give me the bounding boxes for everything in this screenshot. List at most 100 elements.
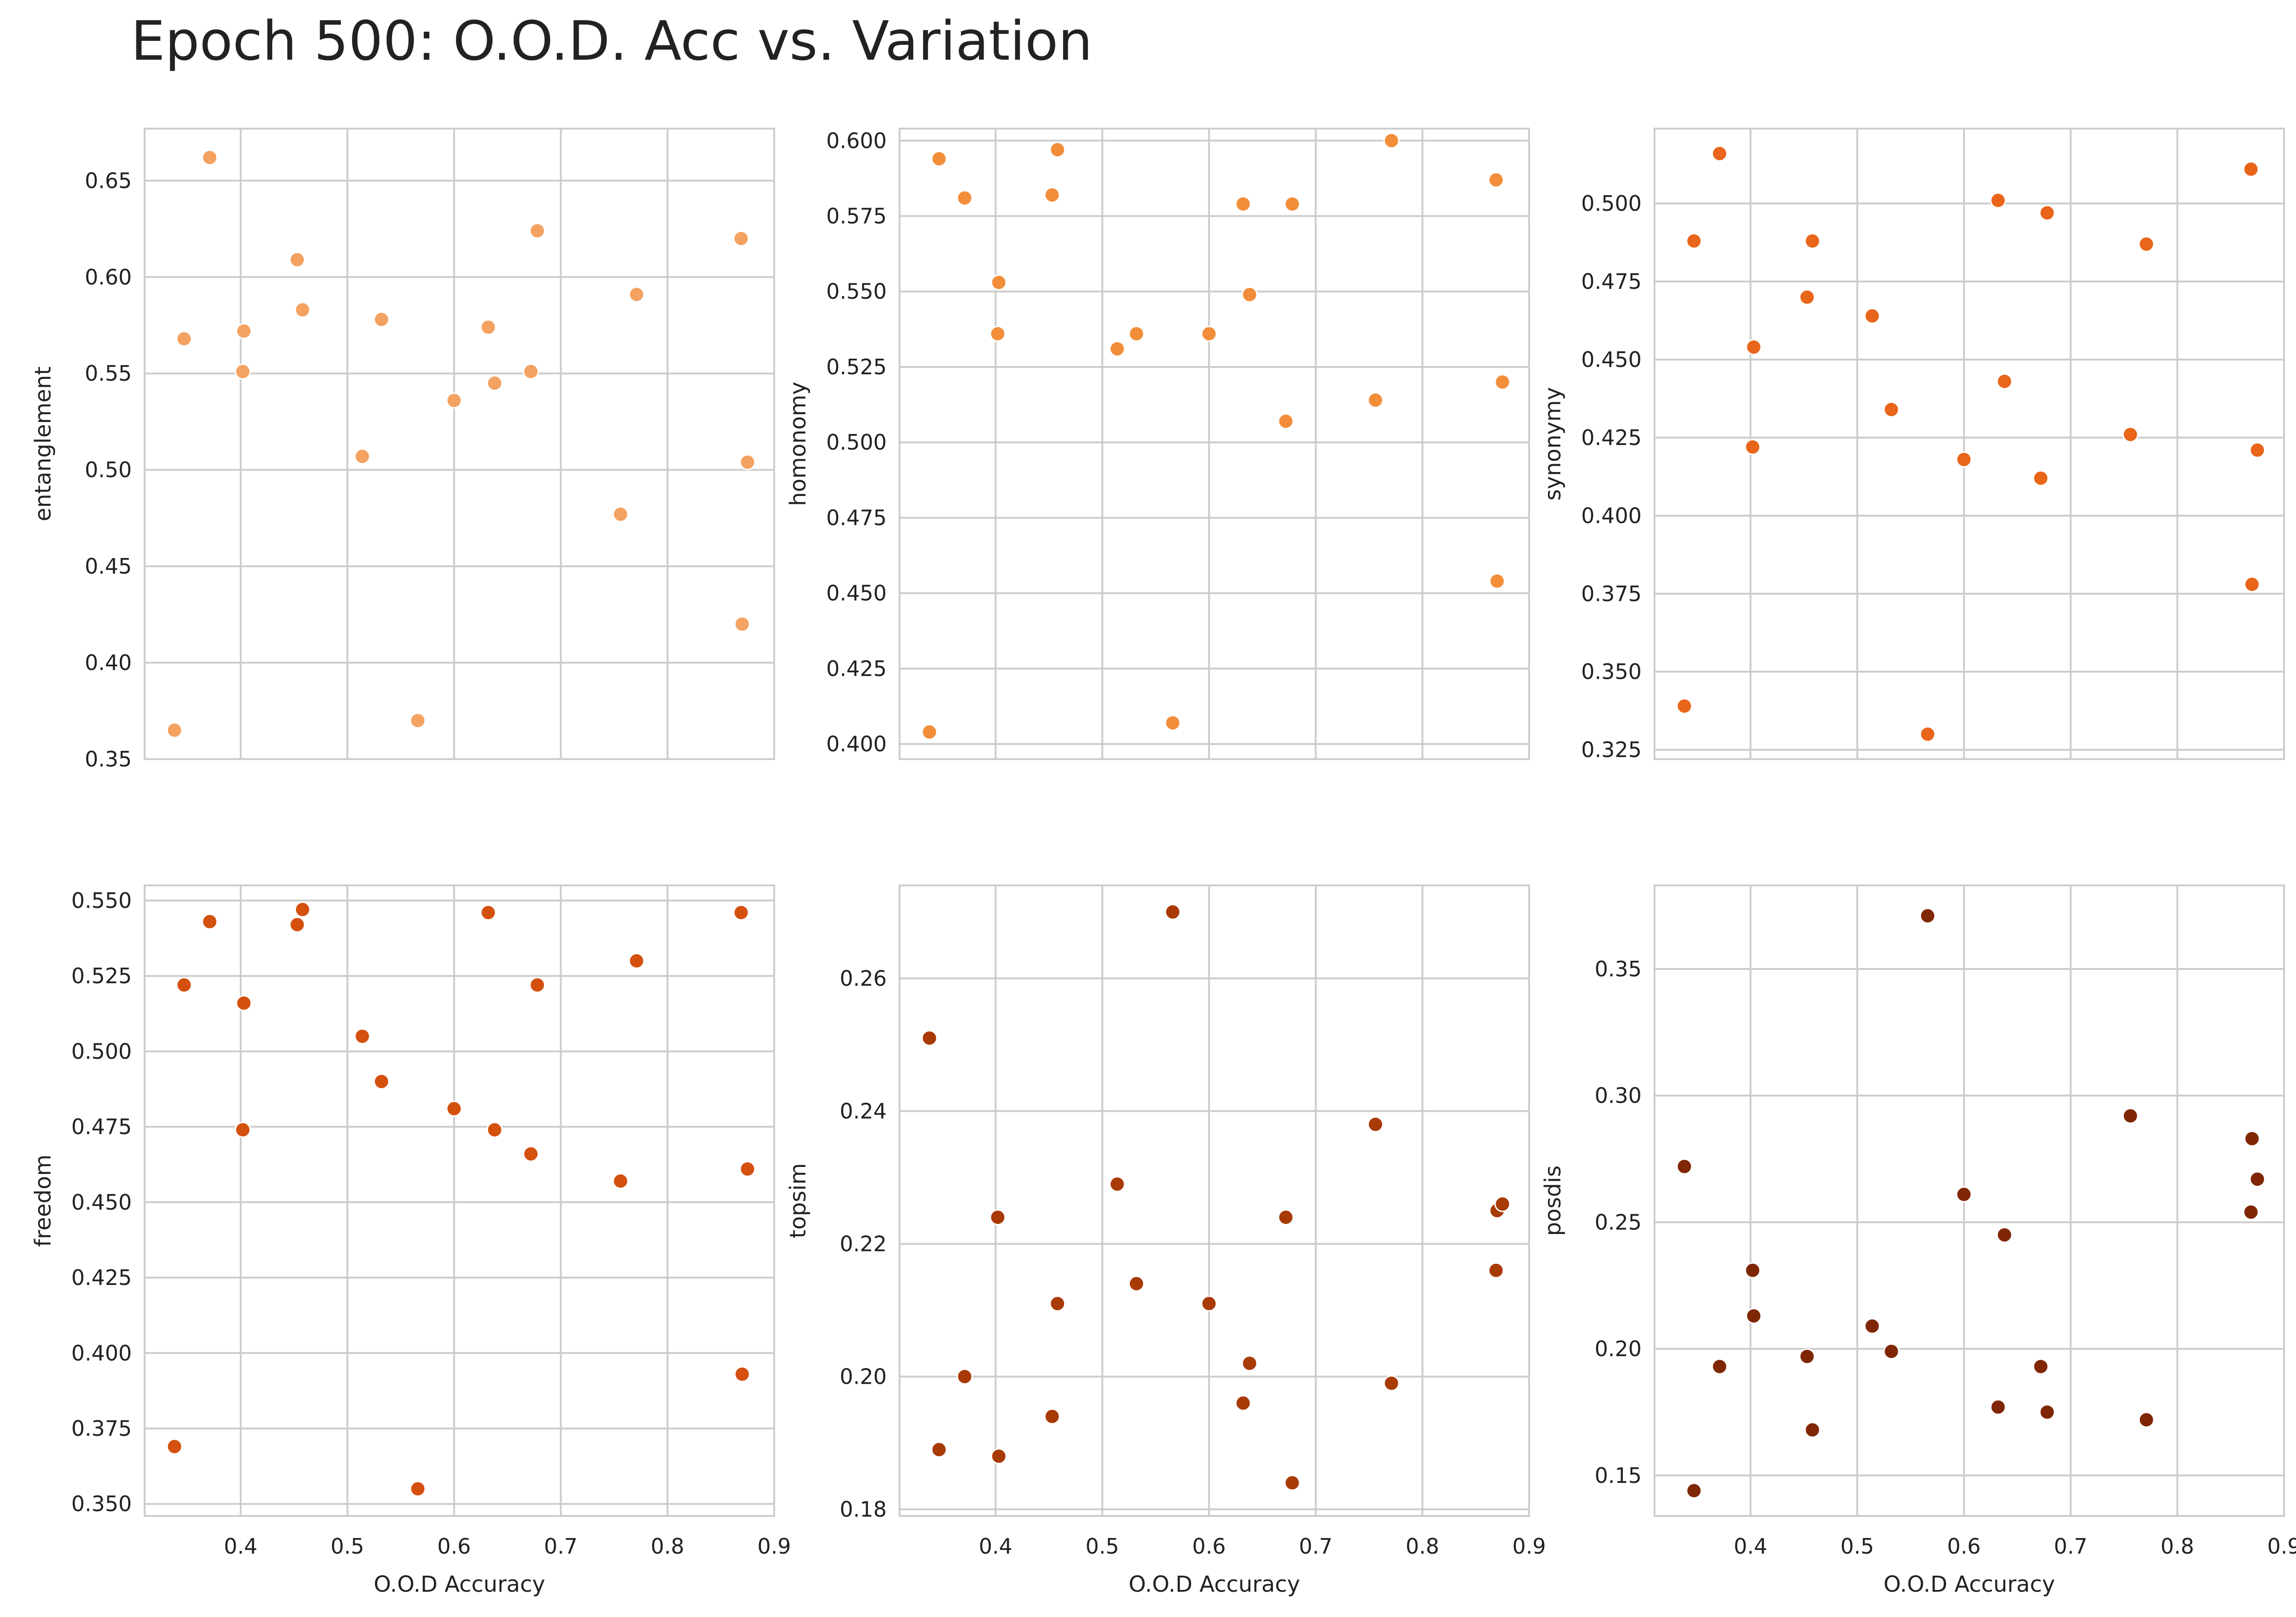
x-tick-label: 0.6 — [437, 1534, 471, 1559]
y-tick-label: 0.575 — [826, 204, 887, 229]
data-point — [1277, 1209, 1294, 1226]
data-point — [289, 916, 305, 933]
data-point — [235, 363, 251, 380]
x-axis-label: O.O.D Accuracy — [1129, 1572, 1300, 1597]
data-point — [1686, 233, 1702, 249]
data-point — [1044, 1408, 1060, 1425]
x-tick-label: 0.8 — [1406, 1534, 1439, 1559]
data-point — [289, 252, 305, 268]
plot-frame — [899, 885, 1530, 1517]
y-tick-label: 0.15 — [1595, 1463, 1642, 1488]
y-tick-label: 0.525 — [826, 355, 887, 379]
plot-frame — [1654, 885, 2285, 1517]
data-point — [529, 223, 546, 239]
y-tick-label: 0.22 — [840, 1231, 887, 1256]
data-point — [957, 1368, 973, 1385]
data-point — [1128, 1275, 1145, 1292]
data-point — [931, 1441, 947, 1458]
data-point — [990, 326, 1006, 342]
y-tick-label: 0.425 — [71, 1265, 132, 1290]
data-point — [612, 506, 629, 523]
y-tick-label: 0.350 — [1581, 659, 1642, 684]
y-axis-label: homonomy — [785, 382, 811, 506]
data-point — [1049, 1296, 1066, 1312]
data-point — [354, 1028, 371, 1044]
y-tick-label: 0.35 — [85, 747, 132, 772]
y-tick-label: 0.25 — [1595, 1210, 1642, 1234]
data-point — [1165, 715, 1181, 731]
y-axis-label: posdis — [1540, 1166, 1566, 1236]
data-point — [2122, 426, 2138, 443]
data-point — [1883, 1343, 1900, 1360]
data-point — [1990, 1399, 2006, 1415]
data-point — [373, 1073, 390, 1090]
data-point — [1488, 1262, 1504, 1279]
data-point — [739, 454, 756, 470]
y-tick-label: 0.600 — [826, 128, 887, 153]
data-point — [446, 392, 462, 409]
y-tick-label: 0.500 — [71, 1039, 132, 1064]
data-point — [446, 1100, 462, 1117]
data-point — [2122, 1108, 2138, 1124]
y-tick-label: 0.18 — [840, 1497, 887, 1522]
x-tick-label: 0.7 — [2054, 1534, 2088, 1559]
data-point — [1864, 308, 1880, 324]
y-tick-label: 0.35 — [1595, 957, 1642, 981]
data-point — [1864, 1318, 1880, 1334]
data-point — [166, 1438, 183, 1455]
data-point — [523, 363, 539, 380]
data-point — [734, 1366, 750, 1382]
y-tick-label: 0.24 — [840, 1099, 887, 1123]
x-tick-label: 0.8 — [2161, 1534, 2194, 1559]
data-point — [236, 995, 252, 1011]
data-point — [1284, 196, 1300, 212]
data-point — [1165, 904, 1181, 920]
y-tick-label: 0.525 — [71, 963, 132, 988]
data-point — [1488, 172, 1504, 188]
y-tick-label: 0.450 — [1581, 347, 1642, 372]
data-point — [1235, 196, 1251, 212]
data-point — [921, 724, 938, 740]
x-tick-label: 0.7 — [544, 1534, 578, 1559]
data-point — [990, 1448, 1007, 1465]
data-point — [734, 616, 750, 632]
data-point — [486, 1121, 503, 1138]
x-tick-label: 0.9 — [1512, 1534, 1546, 1559]
y-tick-label: 0.65 — [85, 168, 132, 193]
data-point — [1383, 1375, 1400, 1392]
x-axis-label: O.O.D Accuracy — [374, 1572, 546, 1597]
y-tick-label: 0.26 — [840, 966, 887, 991]
y-tick-label: 0.400 — [71, 1341, 132, 1365]
data-point — [1367, 1116, 1384, 1132]
y-tick-label: 0.475 — [71, 1115, 132, 1139]
plot-frame — [899, 128, 1530, 760]
y-tick-label: 0.40 — [85, 650, 132, 675]
data-point — [1745, 439, 1761, 455]
data-point — [1235, 1395, 1251, 1411]
y-tick-label: 0.325 — [1581, 738, 1642, 762]
y-axis-label: topsim — [785, 1163, 811, 1239]
data-point — [2032, 470, 2049, 486]
data-point — [1201, 1296, 1217, 1312]
data-point — [1494, 1196, 1511, 1212]
data-point — [294, 302, 311, 318]
data-point — [1745, 1262, 1761, 1279]
data-point — [1277, 413, 1294, 429]
x-tick-label: 0.5 — [1840, 1534, 1874, 1559]
data-point — [990, 1209, 1006, 1226]
x-tick-label: 0.9 — [2267, 1534, 2296, 1559]
data-point — [480, 904, 496, 921]
data-point — [176, 331, 192, 347]
data-point — [1241, 1355, 1258, 1372]
data-point — [1956, 1186, 1972, 1203]
y-tick-label: 0.500 — [1581, 191, 1642, 216]
y-tick-label: 0.55 — [85, 361, 132, 386]
data-point — [2243, 1204, 2259, 1220]
data-point — [957, 190, 973, 206]
data-point — [1799, 289, 1815, 305]
data-point — [354, 448, 371, 465]
x-tick-label: 0.5 — [1086, 1534, 1119, 1559]
data-point — [990, 274, 1007, 291]
y-tick-label: 0.450 — [826, 581, 887, 606]
